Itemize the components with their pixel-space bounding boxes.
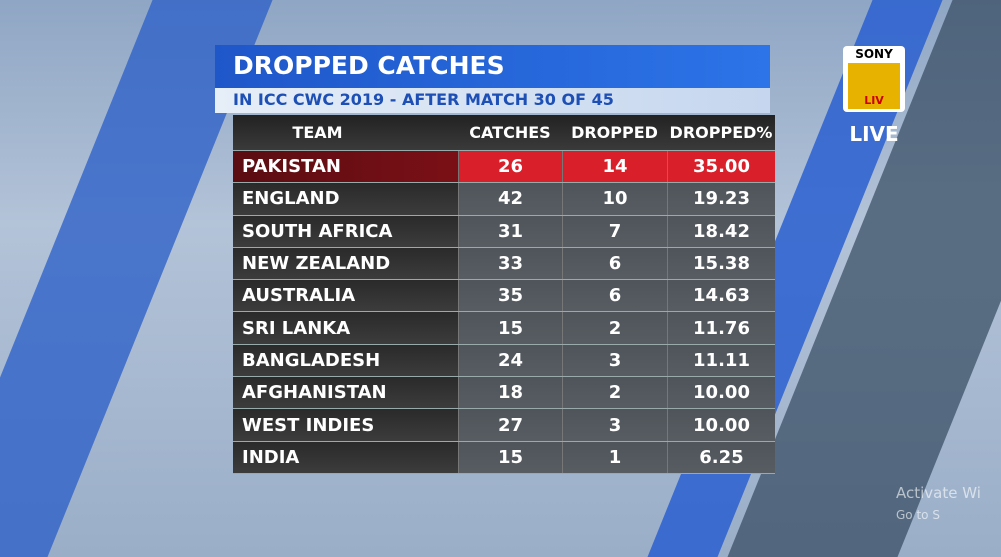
stat-cell: 42 (458, 183, 562, 215)
table-row: BANGLADESH 24 3 11.11 (233, 344, 775, 378)
stat-cell: 6 (562, 247, 667, 280)
team-cell: PAKISTAN (242, 156, 341, 178)
table-row: AUSTRALIA 35 6 14.63 (233, 280, 775, 313)
table-row: WEST INDIES 27 3 10.00 (233, 409, 775, 442)
column-header: DROPPED (571, 123, 658, 142)
stat-cell: 15 (458, 441, 562, 473)
column-header: DROPPED% (669, 123, 773, 142)
header-row: TEAM CATCHES DROPPED DROPPED% (233, 115, 775, 151)
stat-cell: 24 (458, 344, 562, 377)
table-row: PAKISTAN 26 14 35.00 (233, 151, 775, 184)
subtitle: IN ICC CWC 2019 - AFTER MATCH 30 OF 45 (233, 90, 614, 109)
stat-cell: 35.00 (667, 151, 775, 183)
table-row: INDIA 15 1 6.25 (233, 441, 775, 474)
stat-cell: 18 (458, 377, 562, 409)
stat-cell: 7 (562, 215, 667, 247)
stat-cell: 33 (458, 247, 562, 280)
column-header: CATCHES (469, 123, 551, 142)
table-row: NEW ZEALAND 33 6 15.38 (233, 247, 775, 281)
team-cell: WEST INDIES (242, 414, 375, 436)
team-cell: NEW ZEALAND (242, 253, 391, 275)
subtitle-bar: IN ICC CWC 2019 - AFTER MATCH 30 OF 45 (215, 88, 770, 113)
table: TEAM CATCHES DROPPED DROPPED% PAKISTAN 26 14 35… (233, 115, 775, 474)
table-row: ENGLAND 42 10 19.23 (233, 183, 775, 216)
stat-cell: 11.11 (667, 344, 775, 377)
table-row: AFGHANISTAN 18 2 10.00 (233, 377, 775, 410)
logo-sub: LIV (864, 94, 884, 107)
watermark: Activate Wi (896, 484, 981, 502)
team-cell: SOUTH AFRICA (242, 220, 393, 242)
stat-cell: 3 (562, 409, 667, 441)
table-row: SOUTH AFRICA 31 7 18.42 (233, 215, 775, 248)
stat-cell: 18.42 (667, 215, 775, 247)
stat-cell: 3 (562, 344, 667, 377)
stat-cell: 10.00 (667, 377, 775, 409)
logo-mark (848, 63, 900, 109)
logo: SONY LIV (843, 46, 905, 112)
stat-cell: 26 (458, 151, 562, 183)
stat-cell: 31 (458, 215, 562, 247)
stat-cell: 15.38 (667, 247, 775, 280)
team-cell: SRI LANKA (242, 317, 351, 339)
team-cell: AFGHANISTAN (242, 382, 387, 404)
stat-cell: 10 (562, 183, 667, 215)
team-cell: BANGLADESH (242, 349, 381, 371)
table-row: SRI LANKA 15 2 11.76 (233, 312, 775, 345)
stat-cell: 6 (562, 280, 667, 312)
team-cell: INDIA (242, 446, 300, 468)
stat-cell: 10.00 (667, 409, 775, 441)
stat-cell: 2 (562, 312, 667, 344)
team-cell: AUSTRALIA (242, 285, 356, 307)
live-label: LIVE (849, 122, 899, 146)
stat-cell: 11.76 (667, 312, 775, 344)
title-bar: DROPPED CATCHES (215, 45, 770, 88)
watermark: Go to S (896, 508, 940, 522)
stat-cell: 35 (458, 280, 562, 312)
stat-cell: 1 (562, 441, 667, 473)
stat-cell: 19.23 (667, 183, 775, 215)
stat-cell: 14 (562, 151, 667, 183)
stat-cell: 2 (562, 377, 667, 409)
team-cell: ENGLAND (242, 188, 340, 210)
stat-cell: 14.63 (667, 280, 775, 312)
stat-cell: 15 (458, 312, 562, 344)
column-header: TEAM (292, 123, 343, 142)
stat-cell: 27 (458, 409, 562, 441)
stat-cell: 6.25 (667, 441, 775, 473)
logo-brand: SONY (855, 47, 893, 61)
title: DROPPED CATCHES (233, 51, 505, 80)
